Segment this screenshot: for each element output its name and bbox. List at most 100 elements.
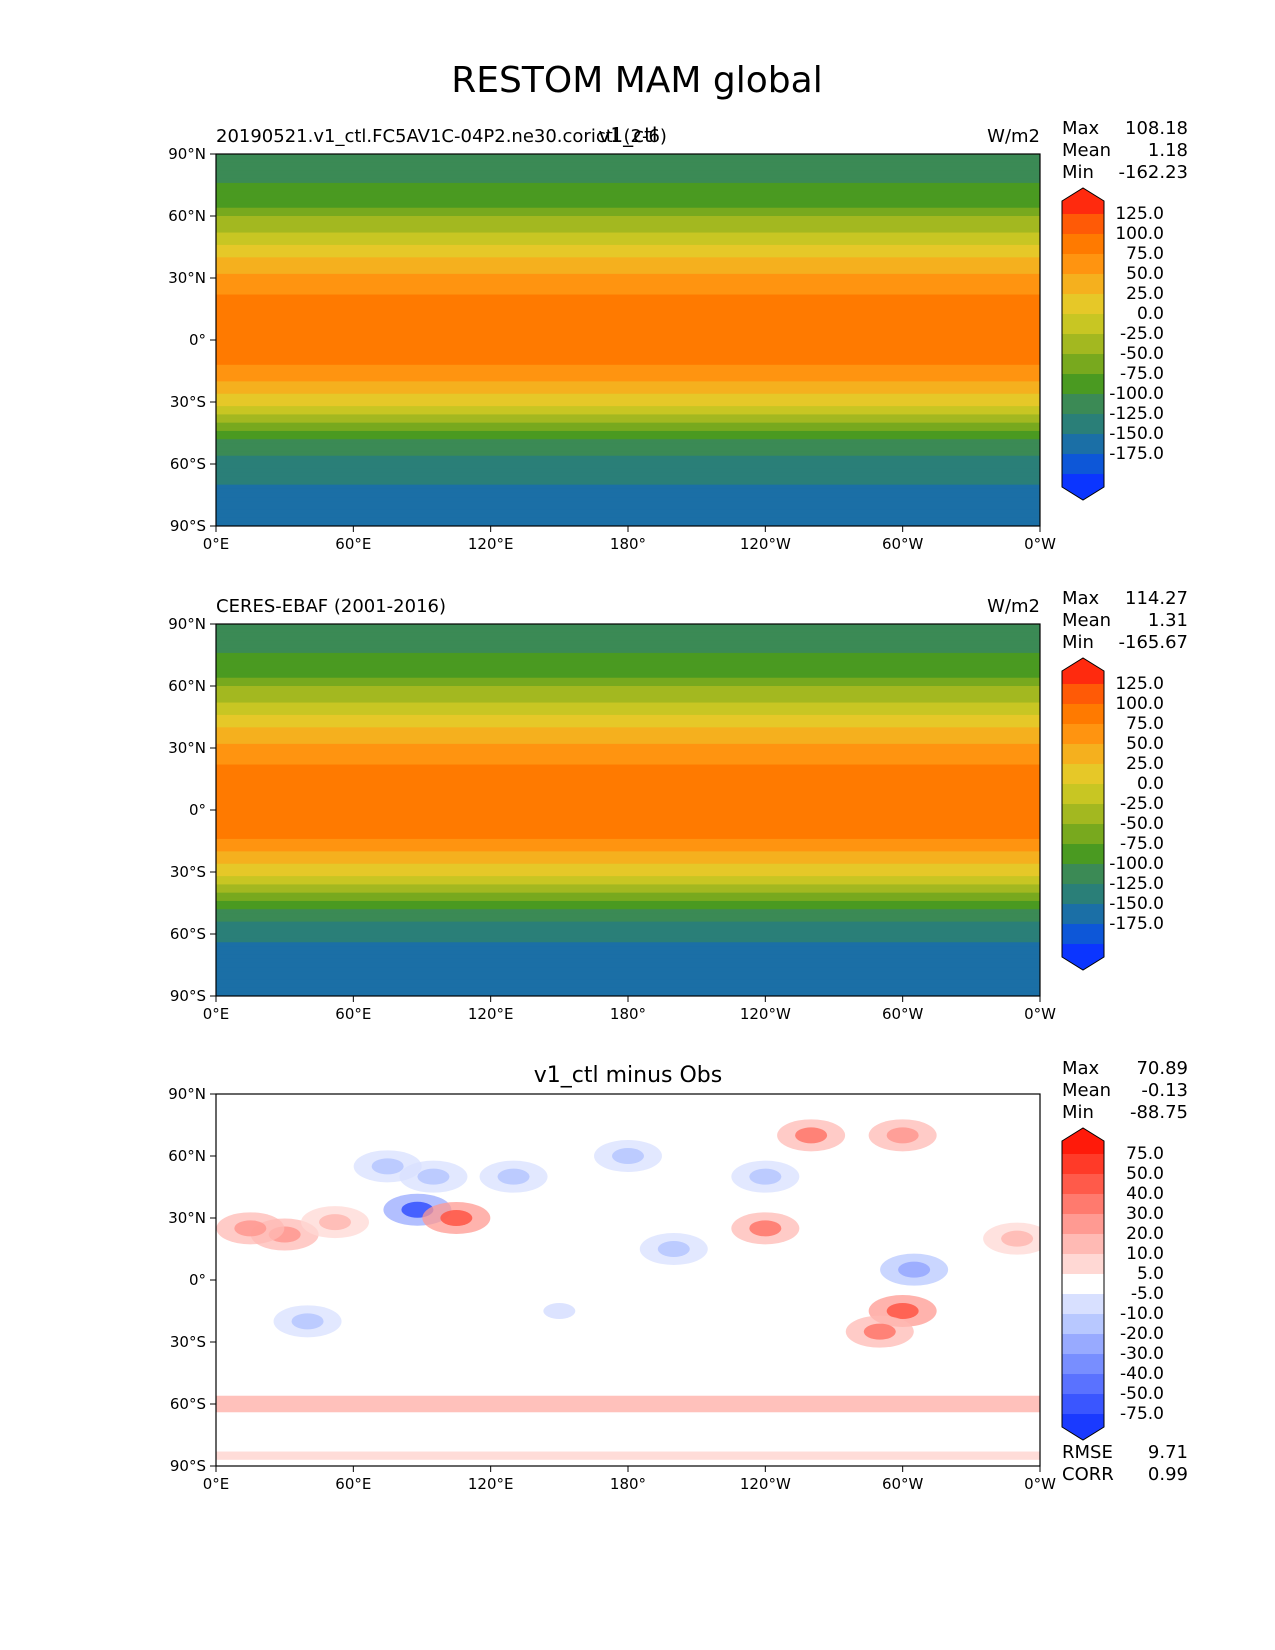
stat-label: Mean (1062, 610, 1111, 631)
field-band (216, 373, 1040, 378)
field-band (216, 772, 1040, 778)
field-band (216, 797, 1040, 803)
colorbar-segment (1062, 414, 1104, 435)
x-tick-label: 120°W (740, 1005, 791, 1023)
colorbar-segment (1062, 354, 1104, 375)
x-tick-label: 120°E (468, 1005, 514, 1023)
field-band (216, 876, 1040, 881)
field-band (216, 464, 1040, 469)
colorbar-segment (1062, 234, 1104, 255)
field-band (216, 344, 1040, 349)
field-band (216, 834, 1040, 840)
field-band (216, 880, 1040, 885)
field-band (216, 958, 1040, 964)
stat-value: 114.27 (1125, 588, 1188, 609)
x-tick-label: 60°E (335, 1475, 371, 1493)
field-band (216, 306, 1040, 312)
field-band (216, 706, 1040, 712)
x-tick-label: 0°W (1024, 535, 1056, 553)
field-band (216, 909, 1040, 914)
stat-label: Mean (1062, 1080, 1111, 1101)
field-band (216, 244, 1040, 250)
stat-value: -165.67 (1119, 632, 1188, 653)
field-band (216, 748, 1040, 753)
field-band (216, 348, 1040, 353)
map-field (216, 624, 1040, 996)
y-tick-label: 60°S (170, 1395, 206, 1413)
colorbar-segment (1062, 1194, 1104, 1215)
field-blob (1001, 1230, 1034, 1247)
field-band (216, 327, 1040, 333)
field-band (216, 170, 1040, 176)
stat-label: Min (1062, 632, 1094, 653)
field-blob (543, 1303, 576, 1319)
field-band (216, 934, 1040, 939)
colorbar-segment (1062, 924, 1104, 945)
y-tick-label: 30°N (168, 1209, 206, 1227)
field-band (216, 805, 1040, 811)
field-band (216, 938, 1040, 943)
field-band (216, 410, 1040, 415)
field-band (216, 199, 1040, 205)
field-band (216, 294, 1040, 300)
field-band (216, 752, 1040, 757)
field-band (216, 488, 1040, 494)
colorbar-segment (1062, 1294, 1104, 1315)
field-band (216, 397, 1040, 403)
field-band (216, 810, 1040, 815)
field-band (216, 954, 1040, 960)
field-band (216, 830, 1040, 836)
colorbar-label: 25.0 (1126, 754, 1164, 774)
field-band (216, 360, 1040, 366)
y-tick-label: 30°S (170, 863, 206, 881)
field-band (216, 368, 1040, 374)
colorbar-label: -175.0 (1109, 914, 1164, 934)
field-band (216, 203, 1040, 209)
colorbar-label: -10.0 (1120, 1304, 1164, 1324)
colorbar-segment (1062, 1234, 1104, 1255)
x-tick-label: 0°W (1024, 1005, 1056, 1023)
field-band (216, 838, 1040, 844)
stat-label: Max (1062, 1058, 1100, 1079)
field-band (216, 261, 1040, 267)
field-band (216, 698, 1040, 704)
field-band (216, 501, 1040, 506)
field-band (216, 818, 1040, 823)
field-band (216, 665, 1040, 671)
colorbar-segment (1062, 704, 1104, 725)
field-band (216, 884, 1040, 890)
field-band (216, 335, 1040, 341)
x-tick-label: 180° (610, 535, 646, 553)
field-band (216, 905, 1040, 910)
colorbar-label: 50.0 (1126, 264, 1164, 284)
field-band (216, 644, 1040, 650)
field-band (216, 892, 1040, 898)
colorbar-label: 75.0 (1126, 1144, 1164, 1164)
colorbar-label: 10.0 (1126, 1244, 1164, 1264)
field-band (216, 422, 1040, 428)
stat-value: -0.13 (1141, 1080, 1188, 1101)
field-band (216, 946, 1040, 952)
colorbar-label: 20.0 (1126, 1224, 1164, 1244)
field-blob (371, 1158, 404, 1175)
stat-value: 1.31 (1148, 610, 1188, 631)
y-tick-label: 30°N (168, 269, 206, 287)
x-tick-label: 60°W (882, 535, 924, 553)
field-band (216, 690, 1040, 695)
colorbar-label: -25.0 (1120, 794, 1164, 814)
colorbar-extend-bottom (1062, 944, 1104, 970)
y-tick-label: 30°S (170, 1333, 206, 1351)
colorbar-label: 30.0 (1126, 1204, 1164, 1224)
colorbar-segment (1062, 274, 1104, 295)
panel-difference: v1_ctl minus Obs 0°E 60°E 120°E 180° 120°W 60°… (168, 1058, 1188, 1493)
field-band (216, 710, 1040, 716)
field-band (216, 472, 1040, 477)
field-band (216, 702, 1040, 708)
field-band (216, 719, 1040, 724)
field-band (216, 714, 1040, 720)
field-band (216, 975, 1040, 981)
y-tick-label: 0° (189, 331, 206, 349)
field-band (216, 657, 1040, 662)
y-tick-label: 90°N (168, 1085, 206, 1103)
